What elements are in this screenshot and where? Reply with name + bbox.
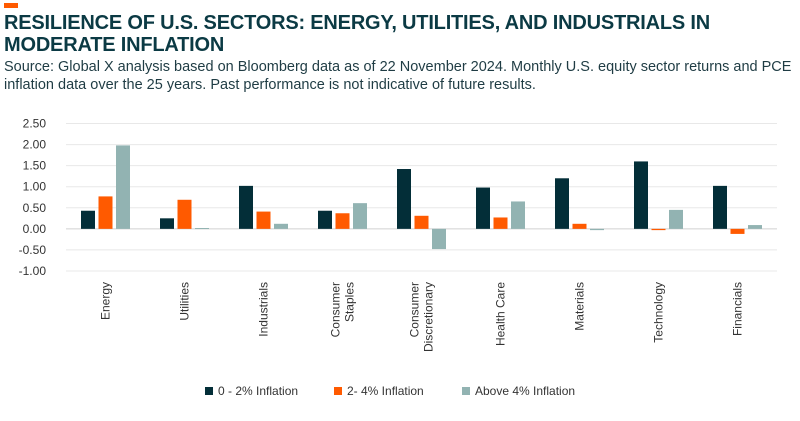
bar bbox=[81, 210, 95, 229]
bar bbox=[432, 228, 446, 250]
bar bbox=[160, 218, 174, 229]
bar bbox=[748, 225, 762, 229]
bar bbox=[335, 213, 350, 229]
bar bbox=[730, 228, 745, 234]
bar bbox=[476, 187, 490, 229]
category-label: ConsumerDiscretionary bbox=[408, 282, 436, 352]
y-tick-label: -1.00 bbox=[19, 264, 47, 278]
bar bbox=[195, 228, 209, 230]
legend-swatch bbox=[334, 387, 342, 395]
bar bbox=[511, 201, 525, 229]
bar bbox=[353, 203, 367, 229]
y-tick-label: -0.50 bbox=[19, 243, 47, 257]
bar bbox=[590, 228, 604, 231]
legend-label: Above 4% Inflation bbox=[475, 384, 575, 398]
bar bbox=[572, 223, 587, 229]
bar bbox=[98, 196, 113, 229]
y-tick-label: 1.50 bbox=[23, 159, 47, 173]
bar bbox=[256, 211, 271, 229]
legend-swatch bbox=[205, 387, 213, 395]
category-label: ConsumerStaples bbox=[329, 282, 357, 337]
y-tick-label: 2.00 bbox=[23, 138, 47, 152]
bar bbox=[555, 178, 569, 229]
bar bbox=[713, 185, 727, 229]
category-label: Health Care bbox=[494, 282, 508, 346]
y-tick-label: 1.00 bbox=[23, 180, 47, 194]
category-label: Energy bbox=[99, 282, 113, 320]
bar bbox=[493, 217, 508, 229]
bar bbox=[651, 228, 666, 231]
category-label: Financials bbox=[731, 282, 745, 336]
category-label: Materials bbox=[573, 282, 587, 331]
bar bbox=[397, 169, 411, 229]
bar bbox=[239, 185, 253, 229]
chart-subtitle: Source: Global X analysis based on Bloom… bbox=[4, 59, 792, 93]
bar bbox=[177, 199, 192, 229]
bar bbox=[318, 210, 332, 229]
category-label: Utilities bbox=[178, 282, 192, 321]
bar bbox=[634, 161, 648, 229]
bar bbox=[274, 223, 288, 229]
bar bbox=[669, 209, 683, 229]
y-tick-label: 0.00 bbox=[23, 222, 47, 236]
y-tick-label: 2.50 bbox=[23, 117, 47, 131]
y-tick-label: 0.50 bbox=[23, 201, 47, 215]
legend-label: 2- 4% Inflation bbox=[347, 384, 424, 398]
accent-bar bbox=[4, 3, 18, 8]
category-label: Technology bbox=[652, 282, 666, 343]
category-label: Industrials bbox=[257, 282, 271, 337]
chart-title: RESILIENCE OF U.S. SECTORS: ENERGY, UTIL… bbox=[4, 12, 710, 56]
bar bbox=[414, 215, 429, 229]
bar bbox=[116, 145, 130, 229]
legend-swatch bbox=[462, 387, 470, 395]
legend-label: 0 - 2% Inflation bbox=[218, 384, 298, 398]
